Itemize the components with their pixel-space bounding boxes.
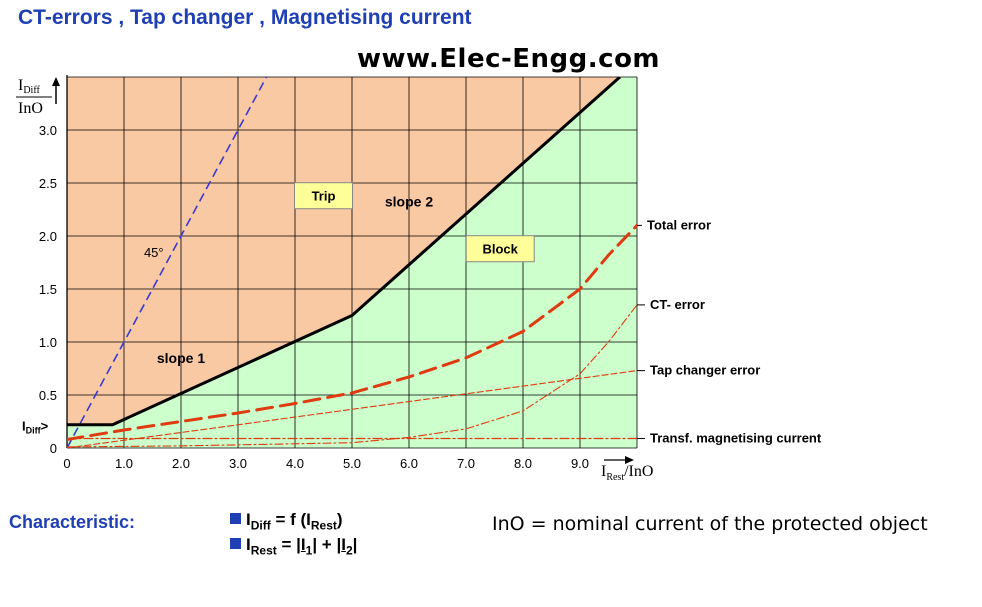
slope-2-label: slope 2	[385, 193, 433, 209]
slope-1-label: slope 1	[157, 350, 205, 366]
x-tick-label: 9.0	[571, 456, 589, 471]
x-tick-label: 6.0	[400, 456, 418, 471]
magnetising-current-label: Transf. magnetising current	[650, 430, 822, 445]
y-tick-label: 3.0	[39, 123, 57, 138]
trip-region-label: Trip	[312, 189, 336, 204]
characteristic-label: Characteristic:	[9, 512, 136, 532]
x-tick-label: 2.0	[172, 456, 190, 471]
differential-characteristic-chart: 45° slope 1 slope 2 Trip Block Total error CT-…	[16, 75, 822, 483]
idiff-threshold-label: IDiff>	[22, 419, 49, 436]
characteristic-curve	[67, 77, 621, 427]
y-axis-label-denominator: InO	[18, 100, 43, 117]
y-axis-label-numerator: IDiff	[18, 77, 40, 96]
y-tick-label: 0	[50, 441, 57, 456]
slide-title: CT-errors , Tap changer , Magnetising cu…	[18, 6, 472, 29]
bullet-icon	[230, 513, 241, 524]
x-tick-label: 7.0	[457, 456, 475, 471]
trip-region-box	[294, 182, 353, 210]
bullet-icon	[230, 538, 241, 549]
block-region	[67, 77, 637, 448]
block-region-box	[465, 235, 535, 263]
series-line	[67, 223, 637, 441]
x-tick-label: 5.0	[343, 456, 361, 471]
y-tick-label: 2.0	[39, 229, 57, 244]
up-arrow-icon	[52, 77, 60, 86]
x-tick-label: 3.0	[229, 456, 247, 471]
ino-definition-note: InO = nominal current of the protected o…	[492, 513, 928, 535]
formula-irest: IRest = |I1| + |I2|	[230, 535, 357, 557]
reference-45-line	[67, 77, 268, 448]
series-line	[67, 304, 637, 448]
tap-changer-error-label: Tap changer error	[650, 363, 760, 378]
x-tick-label: 0	[63, 456, 70, 471]
y-tick-label: 1.0	[39, 335, 57, 350]
right-arrow-icon	[625, 456, 634, 464]
total-error-label: Total error	[647, 217, 711, 232]
y-tick-label: 0.5	[39, 388, 57, 403]
watermark-url: www.Elec-Engg.com	[357, 44, 661, 74]
y-tick-label: 1.5	[39, 282, 57, 297]
y-tick-label: 2.5	[39, 176, 57, 191]
reference-45-label: 45°	[144, 245, 164, 260]
x-tick-label: 8.0	[514, 456, 532, 471]
x-tick-label: 1.0	[115, 456, 133, 471]
block-region-label: Block	[482, 242, 518, 257]
formula-idiff: IDiff = f (IRest)	[230, 510, 343, 532]
series-line	[67, 370, 637, 448]
x-tick-label: 4.0	[286, 456, 304, 471]
x-axis-label: IRest/InO	[601, 463, 653, 483]
ct-error-label: CT- error	[650, 297, 705, 312]
